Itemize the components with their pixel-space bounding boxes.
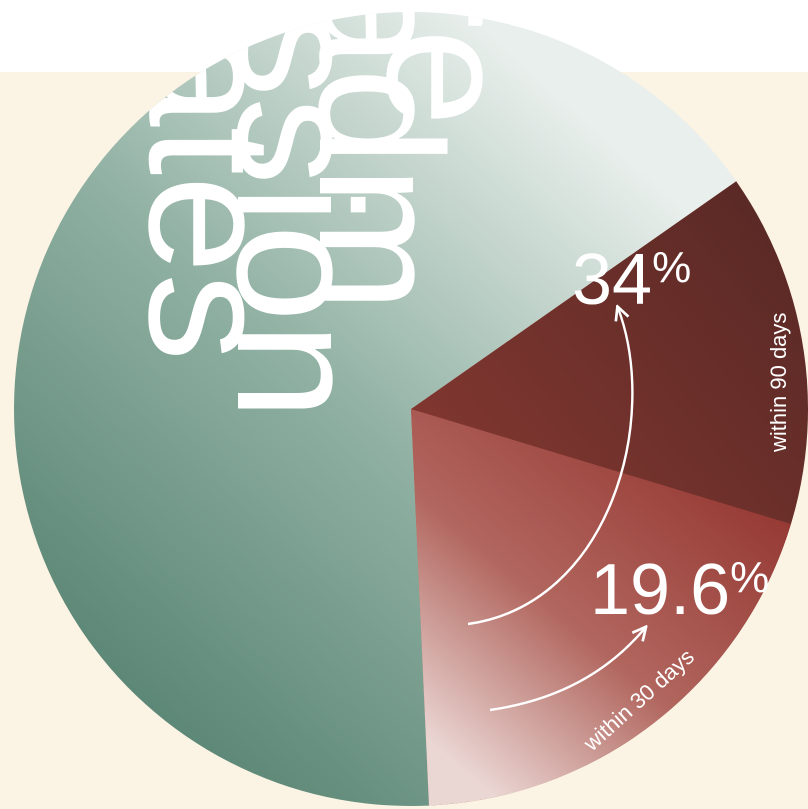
title-word-4: rates: [112, 0, 308, 361]
value-label-19-6-number: 19.6: [590, 550, 730, 630]
value-label-19-6: 19.6%: [590, 550, 769, 630]
title-word-2: adm: [282, 0, 478, 312]
value-label-34-percent-sign: %: [652, 243, 691, 292]
value-label-19-6-percent-sign: %: [730, 553, 769, 602]
arrow-to-19-6-percent: [489, 628, 645, 712]
arrow-to-34-percent: [467, 308, 634, 626]
value-label-34: 34%: [572, 240, 691, 320]
pie-slice-remainder: [13, 11, 737, 806]
value-label-34-number: 34: [572, 240, 652, 320]
title-word-1: re: [350, 0, 546, 127]
slice-label-within-90-days: within 90 days: [766, 313, 791, 453]
title-word-3: ission: [200, 0, 396, 420]
